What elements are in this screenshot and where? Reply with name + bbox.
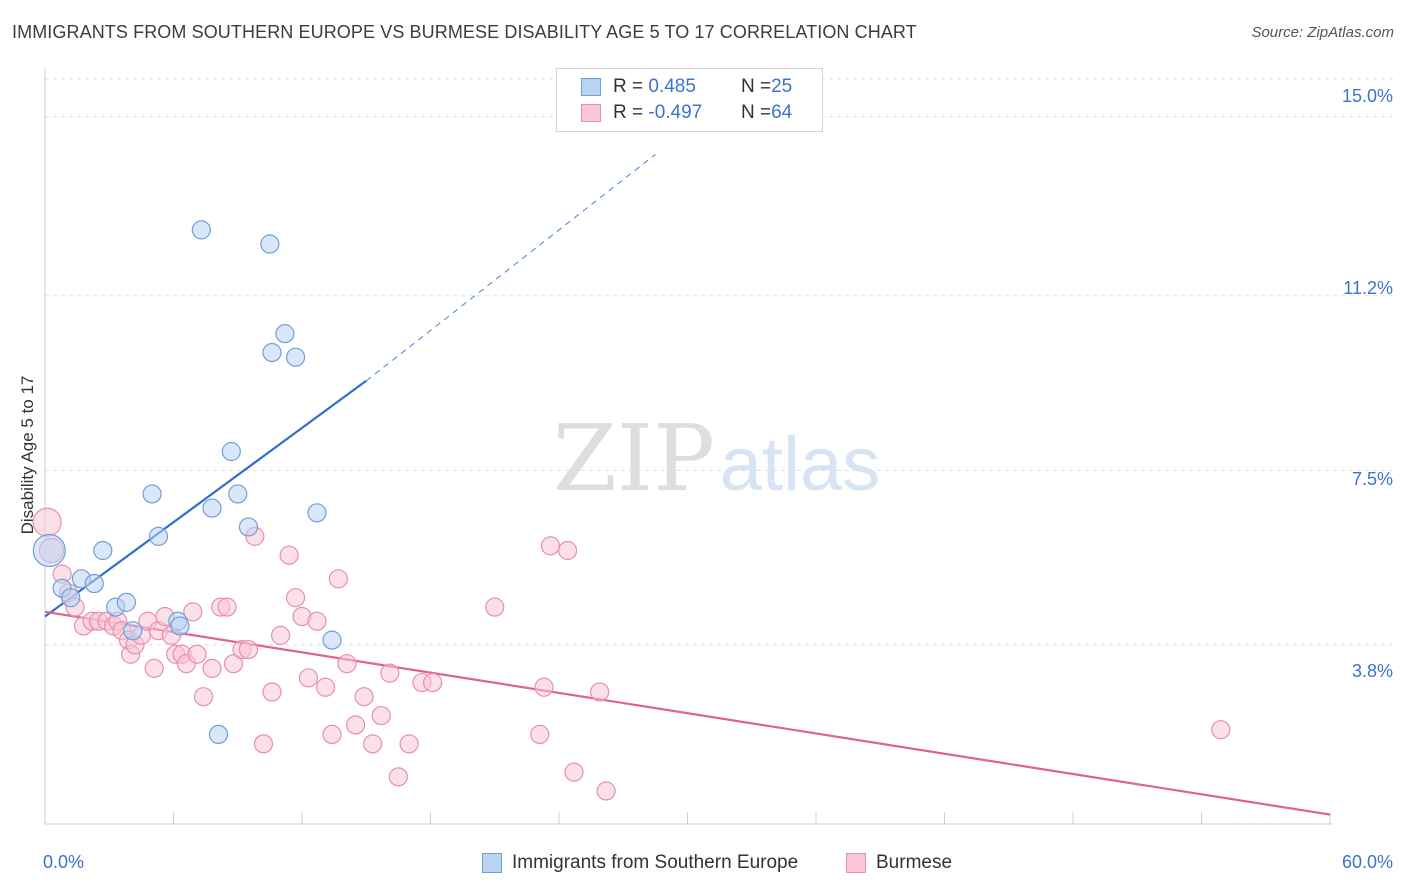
data-point-burmese — [337, 654, 357, 674]
data-point-burmese — [315, 677, 336, 697]
trend-line-solid — [44, 610, 1331, 816]
r-value: 0.485 — [648, 76, 696, 97]
data-point-southern-europe — [322, 630, 342, 650]
y-tick-label: 3.8% — [1351, 661, 1393, 681]
trend-line-dashed — [365, 154, 656, 382]
data-point-burmese — [380, 663, 400, 683]
data-point-burmese — [144, 658, 164, 678]
data-point-burmese — [32, 507, 62, 537]
legend-label: Immigrants from Southern Europe — [512, 852, 799, 873]
y-tick-label: 11.2% — [1343, 278, 1393, 298]
data-point-burmese — [307, 611, 327, 631]
data-point-burmese — [557, 540, 578, 561]
watermark: ZIP atlas — [553, 405, 880, 512]
data-point-southern-europe — [191, 220, 211, 240]
n-value: 64 — [771, 102, 793, 123]
data-point-burmese — [423, 672, 443, 693]
legend-item-southern-europe: Immigrants from Southern Europe — [482, 852, 798, 874]
data-point-burmese — [253, 734, 274, 754]
data-point-burmese — [596, 781, 616, 801]
data-point-burmese — [183, 602, 203, 622]
data-point-burmese — [388, 767, 408, 787]
legend-row-burmese: R = -0.497 N = 64 — [581, 100, 792, 126]
r-label: R = — [613, 76, 649, 97]
r-value: -0.497 — [648, 102, 703, 123]
data-points — [32, 220, 1231, 801]
data-point-southern-europe — [61, 588, 81, 608]
data-point-southern-europe — [262, 342, 282, 363]
x-tick-label: 0.0% — [43, 852, 85, 872]
data-point-burmese — [322, 724, 342, 745]
data-point-southern-europe — [123, 621, 143, 641]
legend-swatch-blue — [581, 78, 601, 96]
legend-swatch-pink — [846, 853, 866, 873]
data-point-burmese — [371, 705, 391, 726]
axes — [44, 68, 1333, 825]
n-label: N = — [741, 102, 772, 123]
data-point-burmese — [193, 687, 214, 707]
n-label: N = — [741, 76, 772, 97]
data-point-burmese — [530, 724, 550, 745]
data-point-burmese — [328, 569, 349, 589]
data-point-burmese — [564, 762, 584, 782]
data-point-burmese — [485, 597, 505, 617]
data-point-burmese — [262, 682, 282, 702]
y-tick-label: 15.0% — [1341, 86, 1393, 106]
data-point-burmese — [1211, 720, 1231, 740]
data-point-southern-europe — [228, 484, 248, 504]
watermark-atlas: atlas — [720, 422, 881, 507]
data-point-burmese — [270, 625, 291, 645]
data-point-burmese — [399, 734, 419, 754]
data-point-burmese — [223, 654, 244, 674]
gridlines — [45, 78, 1393, 646]
data-point-southern-europe — [93, 540, 113, 561]
data-point-southern-europe — [285, 347, 306, 367]
correlation-legend: R = 0.485 N = 25 R = -0.497 N = 64 — [556, 68, 823, 132]
data-point-southern-europe — [307, 503, 327, 523]
data-point-southern-europe — [208, 724, 229, 745]
data-point-burmese — [298, 668, 319, 688]
data-point-burmese — [540, 536, 561, 556]
data-point-southern-europe — [84, 573, 104, 594]
data-point-burmese — [345, 715, 366, 735]
data-point-southern-europe — [170, 616, 190, 636]
chart-title: IMMIGRANTS FROM SOUTHERN EUROPE VS BURME… — [12, 22, 917, 42]
r-label: R = — [613, 102, 649, 123]
y-tick-label: 7.5% — [1351, 469, 1393, 489]
legend-swatch-blue — [482, 853, 502, 873]
data-point-southern-europe — [148, 526, 169, 546]
data-point-burmese — [590, 682, 610, 702]
n-value: 25 — [771, 76, 793, 97]
data-point-southern-europe — [116, 592, 136, 612]
data-point-burmese — [363, 734, 383, 754]
data-point-southern-europe — [275, 324, 295, 344]
legend-row-southern-europe: R = 0.485 N = 25 — [581, 74, 792, 100]
legend-swatch-pink — [581, 104, 601, 122]
data-point-burmese — [285, 588, 306, 608]
data-point-burmese — [187, 644, 207, 664]
data-point-burmese — [217, 597, 237, 617]
legend-item-burmese: Burmese — [846, 852, 952, 874]
source-credit: Source: ZipAtlas.com — [1251, 24, 1394, 41]
data-point-southern-europe — [260, 234, 280, 254]
data-point-burmese — [279, 545, 299, 565]
legend-label: Burmese — [876, 852, 953, 873]
data-point-southern-europe — [221, 441, 241, 462]
data-point-southern-europe — [32, 533, 66, 568]
data-point-southern-europe — [202, 498, 222, 518]
watermark-zip: ZIP — [553, 405, 715, 512]
data-point-burmese — [354, 687, 374, 707]
data-point-southern-europe — [238, 517, 259, 537]
data-point-burmese — [202, 658, 222, 678]
x-tick-label: 60.0% — [1341, 852, 1393, 872]
data-point-burmese — [534, 677, 554, 697]
data-point-southern-europe — [142, 484, 162, 504]
data-point-burmese — [238, 639, 259, 660]
